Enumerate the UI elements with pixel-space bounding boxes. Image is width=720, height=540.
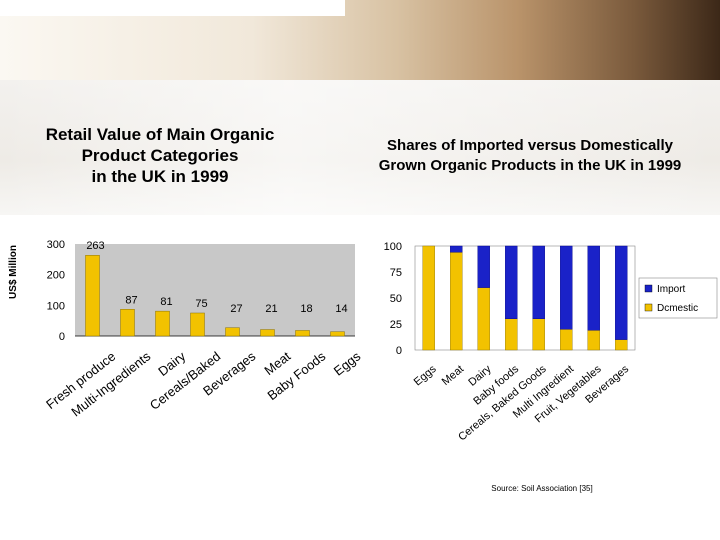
legend-swatch-import (644, 284, 653, 293)
y-axis-label: US$ Million (8, 245, 19, 299)
bar-6 (295, 330, 310, 337)
import-bar-1 (450, 245, 463, 253)
source-note: Source: Soil Association [35] (491, 484, 593, 493)
source-panel: Source: Soil Association [35] (366, 472, 718, 508)
legend-swatch-domestic (644, 303, 653, 312)
data-label-2: 81 (160, 296, 172, 308)
import-bar-2 (477, 245, 490, 288)
y2-tick-label-0: 0 (396, 345, 402, 357)
left-title-line-3: in the UK in 1999 (91, 167, 229, 186)
domestic-bar-2 (477, 287, 490, 351)
import-bar-3 (505, 245, 518, 320)
domestic-bar-1 (450, 252, 463, 351)
import-bar-5 (560, 245, 573, 330)
bar-3 (190, 312, 205, 337)
bar-0 (85, 255, 100, 337)
domestic-bar-6 (587, 330, 600, 351)
data-label-4: 27 (230, 303, 242, 315)
y2-tick-label-2: 50 (390, 293, 402, 305)
domestic-bar-4 (532, 318, 545, 351)
bar-5 (260, 329, 275, 337)
y2-tick-label-4: 100 (384, 241, 402, 253)
y2-tick-label-3: 75 (390, 267, 402, 279)
legend: Import Dcmestic (638, 277, 718, 319)
y-tick-label-0: 0 (59, 331, 65, 343)
data-label-5: 21 (265, 303, 277, 315)
right-title-line-1: Shares of Imported versus Domestically (387, 137, 673, 154)
y2-tick-label-1: 25 (390, 319, 402, 331)
import-bar-6 (587, 245, 600, 331)
data-label-3: 75 (195, 298, 207, 310)
left-title-line-1: Retail Value of Main Organic (45, 125, 275, 144)
bar-1 (120, 309, 135, 337)
bar-4 (225, 327, 240, 337)
legend-box (638, 277, 718, 319)
data-label-7: 14 (335, 303, 347, 315)
domestic-bar-0 (422, 245, 435, 351)
data-label-0: 263 (86, 240, 104, 252)
legend-label-import: Import (657, 284, 686, 295)
y-tick-label-2: 200 (47, 270, 65, 282)
y-tick-label-1: 100 (47, 300, 65, 312)
import-bar-7 (615, 245, 628, 340)
x2-tick-label-0: Eggs (412, 363, 439, 389)
domestic-bar-3 (505, 318, 518, 351)
bar-7 (330, 331, 345, 337)
left-chart-title: Retail Value of Main Organic Product Cat… (15, 124, 305, 187)
data-label-6: 18 (300, 303, 312, 315)
import-bar-4 (532, 245, 545, 320)
right-title-line-2: Grown Organic Products in the UK in 1999 (378, 157, 682, 174)
title-band-highlight (0, 80, 720, 215)
y-tick-label-3: 300 (47, 239, 65, 251)
domestic-bar-7 (615, 339, 628, 351)
header-white-strip (0, 0, 345, 16)
x2-tick-label-1: Meat (440, 363, 466, 388)
domestic-bar-5 (560, 329, 573, 351)
plot-area-2 (414, 245, 636, 351)
left-title-line-2: Product Categories (81, 146, 239, 165)
data-label-1: 87 (125, 294, 137, 306)
bar-2 (155, 310, 170, 337)
legend-label-domestic: Dcmestic (657, 303, 698, 314)
right-chart-title: Shares of Imported versus Domestically G… (340, 136, 720, 176)
